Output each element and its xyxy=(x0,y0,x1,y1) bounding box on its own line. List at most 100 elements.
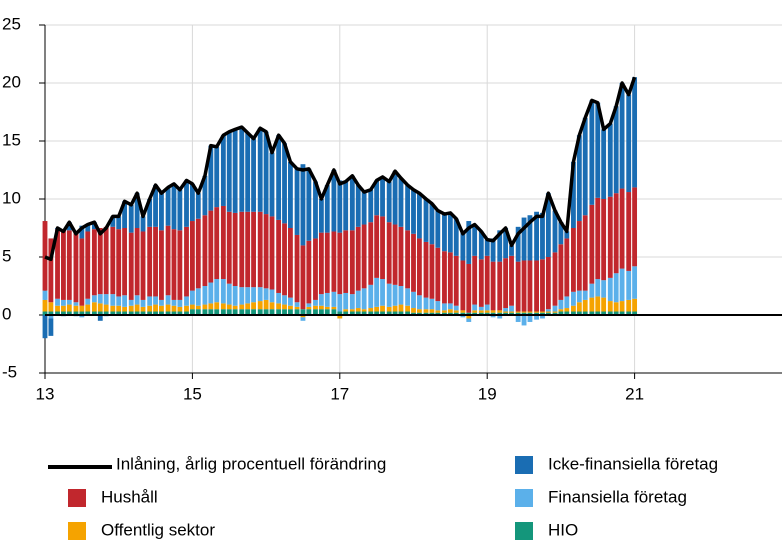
bar-segment xyxy=(239,309,245,315)
bar-segment xyxy=(534,260,539,312)
bar-segment xyxy=(582,117,588,216)
y-tick-label: 15 xyxy=(2,130,21,149)
x-tick-label: 21 xyxy=(625,384,644,403)
bar-segment xyxy=(380,279,385,306)
bar-segment xyxy=(484,312,490,315)
bar-segment xyxy=(189,290,195,305)
bar-segment xyxy=(368,222,374,285)
bar-segment xyxy=(61,305,66,312)
bar-segment xyxy=(466,263,472,313)
bar-segment xyxy=(318,294,324,306)
bar-segment xyxy=(128,305,134,312)
bar-segment xyxy=(195,305,201,310)
bar-segment xyxy=(595,311,601,315)
bar-segment xyxy=(466,318,472,322)
bar-segment xyxy=(601,129,607,199)
bar-segment xyxy=(337,311,343,315)
bar-segment xyxy=(534,211,539,261)
bar-segment xyxy=(147,305,153,312)
bar-segment xyxy=(571,311,576,315)
bar-segment xyxy=(226,304,232,310)
bar-segment xyxy=(374,311,380,315)
bar-segment xyxy=(245,309,251,315)
bar-segment xyxy=(552,305,558,312)
bar-segment xyxy=(423,312,429,315)
bar-segment xyxy=(558,244,564,300)
bar-segment xyxy=(558,299,564,310)
bar-segment xyxy=(288,228,293,298)
bar-segment xyxy=(571,291,576,306)
bar-segment xyxy=(294,234,300,303)
bar-segment xyxy=(607,123,613,197)
bar-segment xyxy=(349,311,355,315)
bar-segment xyxy=(386,181,392,223)
bar-segment xyxy=(423,199,429,242)
bar-segment xyxy=(435,312,441,315)
bar-segment xyxy=(503,258,509,309)
bar-segment xyxy=(110,294,116,306)
bar-segment xyxy=(626,311,632,315)
bar-segment xyxy=(306,303,312,307)
bar-segment xyxy=(527,311,533,313)
bar-segment xyxy=(79,225,85,239)
bar-segment xyxy=(232,212,238,286)
bar-segment xyxy=(165,225,171,296)
bar-segment xyxy=(177,299,183,307)
bar-segment xyxy=(595,197,601,280)
bar-segment xyxy=(177,311,183,315)
bar-segment xyxy=(251,138,256,212)
bar-segment xyxy=(110,311,116,315)
bar-segment xyxy=(165,295,171,305)
bar-segment xyxy=(276,135,282,220)
bar-segment xyxy=(545,309,551,312)
bar-segment xyxy=(626,270,632,300)
bar-segment xyxy=(515,312,521,315)
bar-segment xyxy=(110,305,116,312)
legend-label: Icke-finansiella företag xyxy=(548,454,718,473)
bar-segment xyxy=(349,309,355,312)
bar-segment xyxy=(398,178,404,227)
bar-segment xyxy=(195,193,201,219)
x-tick-label: 15 xyxy=(183,384,202,403)
bar-segment xyxy=(497,315,503,319)
bar-segment xyxy=(257,301,263,310)
bar-segment xyxy=(300,315,306,318)
bar-segment xyxy=(294,306,300,310)
line xyxy=(44,76,637,262)
bar-segment xyxy=(257,309,263,315)
bar-segment xyxy=(534,312,539,315)
bar-segment xyxy=(331,306,337,310)
bar-segment xyxy=(85,298,91,305)
bar-segment xyxy=(48,238,54,303)
bar-segment xyxy=(159,299,164,306)
bar-segment xyxy=(220,205,226,280)
bar-segment xyxy=(521,260,527,312)
bar-segment xyxy=(282,309,287,315)
bar-segment xyxy=(460,312,466,315)
bar-segment xyxy=(368,311,374,315)
bar-segment xyxy=(361,311,367,315)
bar-segment xyxy=(447,309,453,313)
bar-segment xyxy=(626,299,632,312)
bar-segment xyxy=(416,309,422,313)
bar-segment xyxy=(423,241,429,298)
bar-segment xyxy=(478,310,484,313)
bar-segment xyxy=(540,259,545,312)
bar-segment xyxy=(429,244,435,299)
bar-segment xyxy=(147,296,153,306)
bar-segment xyxy=(147,311,153,315)
bar-segment xyxy=(343,309,349,312)
bar-segment xyxy=(55,229,60,299)
bar-segment xyxy=(398,226,404,286)
y-tick-label: 25 xyxy=(2,14,21,33)
bar-segment xyxy=(349,230,355,295)
bar-segment xyxy=(509,305,514,312)
bar-segment xyxy=(632,266,638,299)
bar-segment xyxy=(79,315,85,318)
bar-segment xyxy=(245,287,251,304)
bar-segment xyxy=(343,181,349,231)
bar-segment xyxy=(122,201,128,228)
bar-segment xyxy=(589,297,595,312)
bar-segment xyxy=(85,224,91,232)
bar-segment xyxy=(343,311,349,315)
